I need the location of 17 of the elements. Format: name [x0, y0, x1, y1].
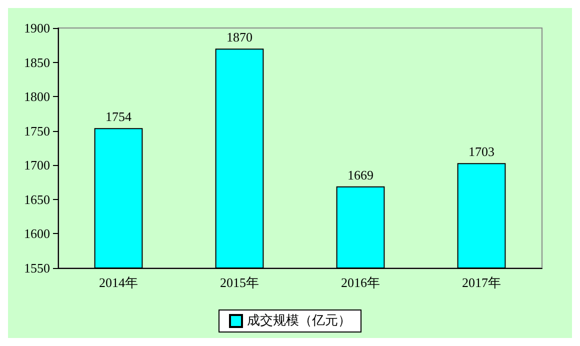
y-tick-label: 1600	[24, 226, 50, 242]
data-label: 1870	[226, 30, 252, 45]
y-tick-label: 1850	[24, 54, 50, 70]
y-tick-label: 1900	[24, 20, 50, 36]
x-tick-label: 2014年	[99, 275, 138, 290]
legend-label: 成交规模（亿元）	[247, 312, 351, 328]
data-label: 1754	[106, 109, 132, 124]
data-label: 1669	[348, 167, 374, 182]
x-tick-label: 2015年	[220, 275, 259, 290]
y-tick-label: 1550	[24, 260, 50, 276]
data-label: 1703	[468, 144, 494, 160]
y-tick-label: 1750	[24, 123, 50, 138]
y-tick-label: 1700	[24, 158, 50, 173]
y-tick-label: 1800	[24, 89, 50, 104]
y-tick-label: 1650	[24, 192, 50, 207]
x-tick-label: 2017年	[462, 275, 501, 290]
x-tick-label: 2016年	[341, 275, 380, 290]
